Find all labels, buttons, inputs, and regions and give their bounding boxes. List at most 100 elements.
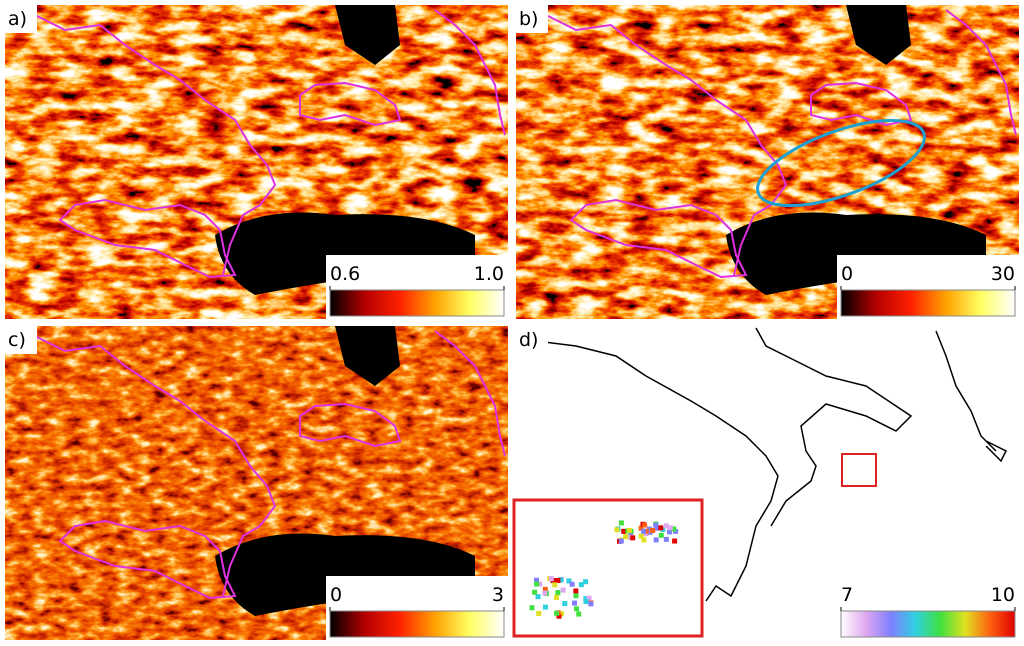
zoom-box bbox=[841, 453, 877, 487]
cell bbox=[618, 538, 624, 544]
cell bbox=[583, 598, 589, 604]
water bbox=[335, 5, 400, 65]
cell bbox=[576, 611, 582, 617]
cell bbox=[548, 576, 554, 582]
cell bbox=[529, 605, 535, 611]
colorbar-tick-label: 0 bbox=[330, 584, 342, 606]
cell bbox=[534, 581, 540, 587]
cell bbox=[626, 527, 632, 533]
cell bbox=[574, 606, 580, 612]
coastline bbox=[34, 9, 506, 279]
cell bbox=[658, 525, 664, 531]
panel: a) 0.6 1.0 bbox=[5, 5, 508, 319]
panel-label: a) bbox=[8, 8, 27, 30]
cell bbox=[532, 589, 538, 595]
cell bbox=[542, 604, 548, 610]
colorbar bbox=[840, 610, 1016, 638]
colorbar-tick-label: 7 bbox=[841, 584, 853, 606]
cell bbox=[647, 529, 653, 535]
cell bbox=[623, 534, 629, 540]
coastline bbox=[535, 327, 913, 602]
cell bbox=[621, 528, 627, 534]
cell bbox=[672, 538, 678, 544]
colorbar-tick-label: 30 bbox=[991, 263, 1015, 285]
cell bbox=[542, 586, 548, 592]
colorbar bbox=[329, 610, 505, 638]
cell bbox=[566, 578, 572, 584]
cell bbox=[537, 581, 543, 587]
cell bbox=[552, 582, 558, 588]
cell bbox=[583, 596, 589, 602]
cell bbox=[555, 590, 561, 596]
cell bbox=[654, 525, 660, 531]
panel-label: d) bbox=[519, 329, 538, 351]
panel-label: b) bbox=[519, 8, 538, 30]
water bbox=[215, 533, 475, 616]
cell bbox=[667, 525, 673, 531]
panel: d) 7 10 bbox=[512, 326, 1019, 640]
cell bbox=[560, 587, 566, 593]
coastline bbox=[34, 330, 506, 600]
water bbox=[846, 5, 911, 65]
panel: b) 0 30 bbox=[516, 5, 1019, 319]
panels: a) 0.6 1.0 b) 0 30 c) 0 3 d) 7 10 bbox=[5, 5, 1019, 640]
cell bbox=[578, 582, 584, 588]
colorbar-tick-label: 1.0 bbox=[474, 263, 504, 285]
cell bbox=[573, 593, 579, 599]
cell bbox=[554, 610, 560, 616]
cell bbox=[542, 590, 548, 596]
cell bbox=[569, 581, 575, 587]
coastline bbox=[935, 330, 1008, 463]
cell bbox=[667, 529, 673, 535]
colorbar bbox=[840, 289, 1016, 317]
cell bbox=[671, 526, 677, 532]
inset bbox=[512, 498, 704, 638]
cell bbox=[553, 594, 559, 600]
water bbox=[726, 212, 986, 295]
cell bbox=[558, 577, 564, 583]
cell bbox=[536, 610, 542, 616]
cell bbox=[650, 528, 656, 534]
cell bbox=[638, 525, 644, 531]
cell bbox=[533, 577, 539, 583]
cell bbox=[562, 601, 568, 607]
cell bbox=[618, 520, 624, 526]
cell bbox=[586, 595, 592, 601]
cell bbox=[583, 579, 589, 585]
cell bbox=[555, 578, 561, 584]
water bbox=[215, 212, 475, 295]
cell bbox=[630, 535, 636, 541]
cell bbox=[653, 537, 659, 543]
colorbar bbox=[329, 289, 505, 317]
cell bbox=[556, 613, 562, 619]
water bbox=[335, 326, 400, 386]
cell bbox=[638, 533, 644, 539]
panel: c) 0 3 bbox=[5, 326, 508, 640]
label-bg bbox=[516, 5, 548, 33]
cell bbox=[573, 588, 579, 594]
cell bbox=[614, 527, 620, 533]
cell bbox=[643, 528, 649, 534]
colorbar-tick-label: 0.6 bbox=[330, 263, 360, 285]
cell bbox=[663, 523, 669, 529]
cell bbox=[588, 601, 594, 607]
cell bbox=[653, 522, 659, 528]
cell bbox=[658, 532, 664, 538]
colorbar-tick-label: 3 bbox=[492, 584, 504, 606]
cell bbox=[641, 537, 647, 543]
label-bg bbox=[5, 5, 37, 33]
cell bbox=[641, 528, 647, 534]
colorbar-tick-label: 10 bbox=[991, 584, 1015, 606]
cell bbox=[535, 594, 541, 600]
region-highlight bbox=[756, 118, 926, 208]
panel-label: c) bbox=[8, 329, 26, 351]
label-bg bbox=[516, 326, 548, 354]
coastline bbox=[545, 9, 1017, 279]
cell bbox=[646, 526, 652, 532]
colorbar-tick-label: 0 bbox=[841, 263, 853, 285]
label-bg bbox=[5, 326, 37, 354]
cell bbox=[642, 522, 648, 528]
cell bbox=[663, 536, 669, 542]
cell bbox=[572, 600, 578, 606]
